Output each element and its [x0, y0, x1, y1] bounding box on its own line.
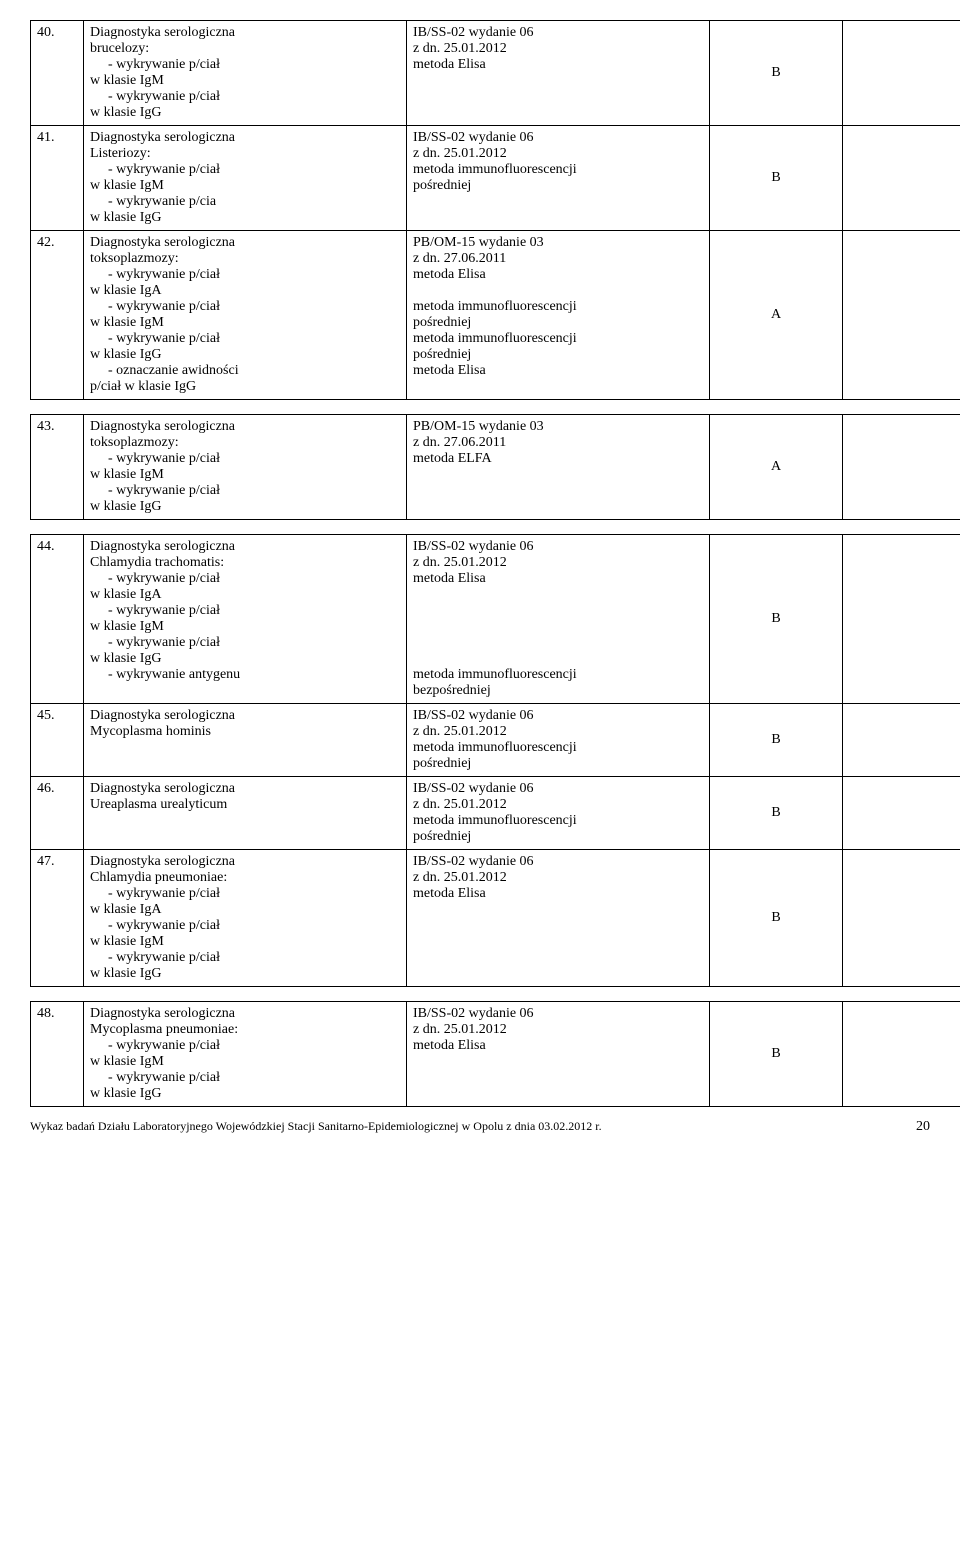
tables-container: 40.Diagnostyka serologicznabrucelozy:- w…	[30, 20, 930, 1107]
row-number: 41.	[31, 126, 84, 231]
table-row: 43.Diagnostyka serologicznatoksoplazmozy…	[31, 415, 960, 520]
row-description: Diagnostyka serologicznatoksoplazmozy:- …	[84, 231, 407, 400]
row-number: 44.	[31, 535, 84, 704]
row-grade: B	[710, 850, 843, 987]
table-row: 40.Diagnostyka serologicznabrucelozy:- w…	[31, 21, 960, 126]
footer-text: Wykaz badań Działu Laboratoryjnego Wojew…	[30, 1119, 602, 1134]
data-table: 48.Diagnostyka serologicznaMycoplasma pn…	[30, 1001, 960, 1107]
row-description: Diagnostyka serologicznaChlamydia tracho…	[84, 535, 407, 704]
data-table: 40.Diagnostyka serologicznabrucelozy:- w…	[30, 20, 960, 400]
row-description: Diagnostyka serologicznaListeriozy:- wyk…	[84, 126, 407, 231]
row-description: Diagnostyka serologicznaChlamydia pneumo…	[84, 850, 407, 987]
table-row: 42.Diagnostyka serologicznatoksoplazmozy…	[31, 231, 960, 400]
row-description: Diagnostyka serologicznaMycoplasma homin…	[84, 704, 407, 777]
row-description: Diagnostyka serologicznatoksoplazmozy:- …	[84, 415, 407, 520]
row-empty	[843, 21, 960, 126]
row-method: IB/SS-02 wydanie 06z dn. 25.01.2012metod…	[407, 535, 710, 704]
row-method: IB/SS-02 wydanie 06z dn. 25.01.2012metod…	[407, 777, 710, 850]
row-empty	[843, 231, 960, 400]
row-description: Diagnostyka serologicznabrucelozy:- wykr…	[84, 21, 407, 126]
row-description: Diagnostyka serologicznaMycoplasma pneum…	[84, 1002, 407, 1107]
page-footer: Wykaz badań Działu Laboratoryjnego Wojew…	[30, 1119, 930, 1135]
row-number: 45.	[31, 704, 84, 777]
data-table: 43.Diagnostyka serologicznatoksoplazmozy…	[30, 414, 960, 520]
row-grade: B	[710, 126, 843, 231]
table-row: 44.Diagnostyka serologicznaChlamydia tra…	[31, 535, 960, 704]
row-method: IB/SS-02 wydanie 06z dn. 25.01.2012metod…	[407, 1002, 710, 1107]
page-number: 20	[916, 1119, 930, 1135]
row-grade: B	[710, 535, 843, 704]
row-number: 47.	[31, 850, 84, 987]
table-row: 46.Diagnostyka serologicznaUreaplasma ur…	[31, 777, 960, 850]
row-grade: B	[710, 704, 843, 777]
row-grade: B	[710, 777, 843, 850]
data-table: 44.Diagnostyka serologicznaChlamydia tra…	[30, 534, 960, 987]
row-grade: B	[710, 1002, 843, 1107]
row-grade: A	[710, 231, 843, 400]
row-empty	[843, 126, 960, 231]
row-empty	[843, 535, 960, 704]
row-empty	[843, 1002, 960, 1107]
table-row: 41.Diagnostyka serologicznaListeriozy:- …	[31, 126, 960, 231]
row-number: 43.	[31, 415, 84, 520]
row-method: IB/SS-02 wydanie 06z dn. 25.01.2012metod…	[407, 704, 710, 777]
row-grade: A	[710, 415, 843, 520]
row-number: 42.	[31, 231, 84, 400]
row-method: PB/OM-15 wydanie 03z dn. 27.06.2011metod…	[407, 415, 710, 520]
row-number: 46.	[31, 777, 84, 850]
row-empty	[843, 777, 960, 850]
table-row: 47.Diagnostyka serologicznaChlamydia pne…	[31, 850, 960, 987]
row-method: PB/OM-15 wydanie 03z dn. 27.06.2011metod…	[407, 231, 710, 400]
row-method: IB/SS-02 wydanie 06z dn. 25.01.2012metod…	[407, 21, 710, 126]
row-grade: B	[710, 21, 843, 126]
row-description: Diagnostyka serologicznaUreaplasma ureal…	[84, 777, 407, 850]
table-row: 48.Diagnostyka serologicznaMycoplasma pn…	[31, 1002, 960, 1107]
row-number: 48.	[31, 1002, 84, 1107]
row-empty	[843, 704, 960, 777]
row-number: 40.	[31, 21, 84, 126]
row-method: IB/SS-02 wydanie 06z dn. 25.01.2012metod…	[407, 126, 710, 231]
row-empty	[843, 415, 960, 520]
table-row: 45.Diagnostyka serologicznaMycoplasma ho…	[31, 704, 960, 777]
row-empty	[843, 850, 960, 987]
row-method: IB/SS-02 wydanie 06z dn. 25.01.2012metod…	[407, 850, 710, 987]
